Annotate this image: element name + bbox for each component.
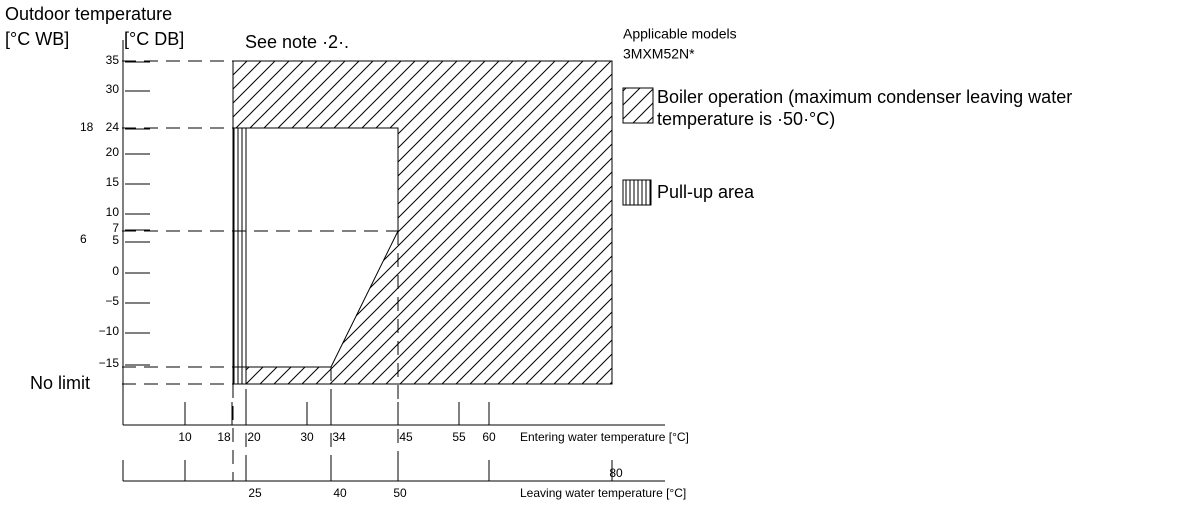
y-tick-label: 18 bbox=[80, 120, 94, 134]
y-tick-label: 6 bbox=[80, 232, 87, 246]
legend-text: Boiler operation (maximum condenser leav… bbox=[657, 87, 1072, 107]
y-tick-label: 30 bbox=[106, 82, 120, 96]
axis-title: [°C DB] bbox=[124, 29, 184, 49]
x-tick-label: 20 bbox=[247, 430, 261, 444]
axis-title: Entering water temperature [°C] bbox=[520, 430, 689, 444]
y-tick-label: 15 bbox=[106, 175, 120, 189]
no-limit: No limit bbox=[30, 373, 90, 393]
legend-swatch bbox=[622, 179, 652, 206]
y-tick-label: −10 bbox=[99, 324, 120, 338]
y-tick-label: 7 bbox=[112, 221, 119, 235]
x-tick-label: 60 bbox=[482, 430, 496, 444]
y-tick-label: 24 bbox=[106, 120, 120, 134]
axis-title: [°C WB] bbox=[5, 29, 69, 49]
x-tick-label: 30 bbox=[300, 430, 314, 444]
axis-title: Outdoor temperature bbox=[5, 4, 172, 24]
y-tick-label: 20 bbox=[106, 145, 120, 159]
x-tick-label: 45 bbox=[399, 430, 413, 444]
legend-swatch bbox=[622, 87, 654, 124]
x-tick-label: 50 bbox=[393, 486, 407, 500]
x-tick-label: 40 bbox=[333, 486, 347, 500]
legend-title: Applicable models bbox=[623, 26, 737, 42]
pullup-region bbox=[232, 127, 247, 385]
y-tick-label: −5 bbox=[105, 294, 119, 308]
y-tick-label: 10 bbox=[106, 205, 120, 219]
x-tick-label: 55 bbox=[452, 430, 466, 444]
y-tick-label: 35 bbox=[106, 53, 120, 67]
legend-text: temperature is ·50·°C) bbox=[657, 109, 835, 129]
y-tick-label: −15 bbox=[99, 356, 120, 370]
axes bbox=[122, 40, 665, 482]
x-tick-label: 34 bbox=[332, 430, 346, 444]
legend-text: Pull-up area bbox=[657, 182, 755, 202]
x-tick-label: 25 bbox=[248, 486, 262, 500]
x-tick-label: 10 bbox=[178, 430, 192, 444]
y-tick-label: 0 bbox=[112, 264, 119, 278]
note: See note ·2·. bbox=[245, 32, 349, 52]
legend-model: 3MXM52N* bbox=[623, 46, 695, 62]
x-tick-label: 80 bbox=[609, 466, 623, 480]
y-tick-label: 5 bbox=[112, 233, 119, 247]
axis-title: Leaving water temperature [°C] bbox=[520, 486, 686, 500]
x-tick-label: 18 bbox=[217, 430, 231, 444]
